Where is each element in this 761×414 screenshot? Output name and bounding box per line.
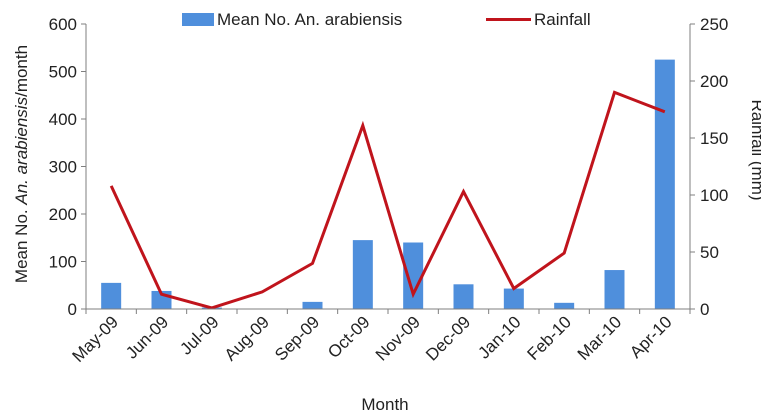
y-tick-label: 400: [49, 110, 77, 129]
x-tick-label: Aug-09: [221, 312, 273, 364]
legend-label-bars: Mean No. An. arabiensis: [217, 10, 402, 29]
y-tick-label: 200: [49, 205, 77, 224]
x-tick-label: Sep-09: [271, 312, 323, 364]
legend-bar-swatch: [182, 13, 214, 26]
y-axis-title: Mean No. An. arabiensis/month: [12, 45, 31, 283]
bar: [453, 284, 474, 309]
x-tick-label: Mar-10: [574, 312, 626, 364]
bar: [302, 301, 323, 309]
y2-tick-label: 250: [700, 15, 728, 34]
y2-tick-label: 100: [700, 186, 728, 205]
x-tick-label: Jul-09: [176, 312, 222, 358]
y-tick-label: 500: [49, 63, 77, 82]
x-tick-label: Dec-09: [422, 312, 474, 364]
bar: [554, 302, 575, 309]
bar: [352, 240, 373, 309]
y-tick-label: 100: [49, 253, 77, 272]
legend: Mean No. An. arabiensis Rainfall: [182, 10, 591, 29]
y2-tick-label: 150: [700, 129, 728, 148]
x-tick-label: Apr-10: [626, 312, 676, 362]
x-tick-label: Jan-10: [474, 312, 524, 362]
y-tick-label: 300: [49, 158, 77, 177]
line-series: [109, 90, 666, 310]
bar: [604, 270, 625, 309]
y2-axis-title: Rainfall (mm): [748, 99, 761, 200]
y2-tick-label: 50: [700, 243, 719, 262]
y2-tick-label: 200: [700, 72, 728, 91]
x-tick-label: Oct-09: [324, 312, 374, 362]
x-tick-label: Feb-10: [523, 312, 575, 364]
y-tick-label: 600: [49, 15, 77, 34]
y-tick-label: 0: [68, 300, 77, 319]
y-axis-title-prefix: Mean No.: [12, 205, 31, 283]
x-axis-title: Month: [361, 395, 408, 414]
x-tick-label: Nov-09: [372, 312, 424, 364]
rainfall-line: [109, 90, 666, 310]
legend-label-line: Rainfall: [534, 10, 591, 29]
axes: 0 100 200 300 400 500 600 0 50 100 150 200 250 May-09…: [49, 15, 729, 366]
x-tick-label: May-09: [69, 312, 123, 366]
bar: [101, 282, 122, 309]
bar: [654, 59, 675, 309]
bar: [403, 242, 424, 309]
y-axis-title-italic: An. arabiensis: [12, 96, 31, 205]
bar: [503, 288, 524, 309]
y-axis-title-suffix: /month: [12, 45, 31, 97]
y2-tick-label: 0: [700, 300, 709, 319]
x-tick-label: Jun-09: [122, 312, 172, 362]
bar-series: [101, 59, 675, 309]
